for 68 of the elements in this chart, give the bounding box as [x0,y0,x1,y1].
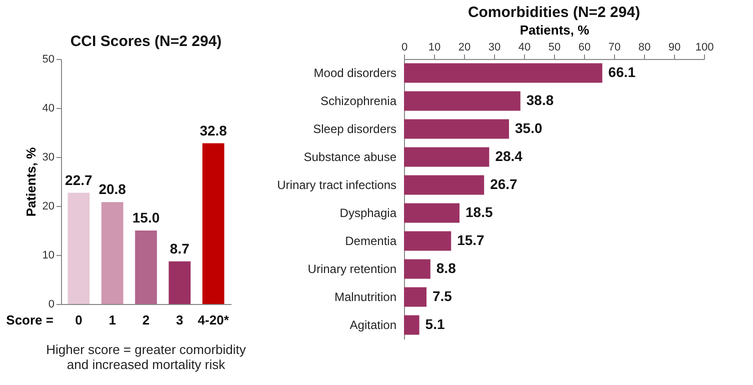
y-axis-title: Patients, % [23,146,38,217]
y-tick-label: Dysphagia [340,206,397,220]
data-label: 26.7 [490,176,518,192]
x-tick-label: 60 [578,42,591,54]
bar [68,192,90,304]
data-label: 15.7 [457,232,485,248]
data-label: 18.5 [466,204,493,220]
y-tick-label: 10 [42,250,54,262]
y-tick-label: 30 [42,152,54,164]
data-label: 35.0 [515,120,542,136]
data-label: 22.7 [65,172,93,188]
x-tick-label: 30 [488,42,501,54]
y-tick-label: Urinary retention [308,262,396,276]
bar [404,315,420,335]
y-tick-label: Agitation [350,318,396,332]
y-tick-label: Schizophrenia [320,94,397,108]
x-tick-label: 4-20* [198,312,230,328]
x-axis-title: Patients, % [520,22,590,38]
data-label: 66.1 [608,64,636,80]
x-tick-label: 0 [75,312,82,328]
y-tick-label: Dementia [345,234,397,248]
bar [404,147,490,167]
x-tick-label: 3 [176,312,184,328]
bar [202,143,224,304]
y-tick-label: Sleep disorders [313,122,396,136]
y-tick-label: 0 [48,298,54,310]
data-label: 7.5 [432,288,452,304]
y-tick-label: Substance abuse [304,150,397,164]
bar [404,287,426,307]
bar [404,91,520,111]
data-label: 8.8 [436,260,456,276]
y-tick-label: Mood disorders [314,66,396,80]
data-label: 8.7 [170,240,190,256]
bar [404,63,602,83]
x-tick-label: 90 [668,42,681,54]
x-tick-label: 1 [108,312,116,328]
bar [404,231,452,251]
data-label: 5.1 [425,316,445,332]
x-tick-label: 40 [518,42,531,54]
data-label: 20.8 [98,181,126,198]
x-tick-label: 50 [548,42,561,54]
y-tick-label: 40 [42,102,54,114]
x-tick-label: 20 [458,42,471,54]
data-label: 38.8 [526,92,554,108]
chart-title: Comorbidities (N=2 294) [468,4,640,21]
bar [101,202,124,304]
x-tick-label: 100 [695,42,714,54]
x-tick-label: 10 [428,42,441,54]
x-tick-label: 80 [638,42,651,54]
x-tick-label: 2 [142,312,150,328]
x-tick-label: 70 [608,42,621,54]
x-axis-title: Score = [6,312,54,328]
bar [404,203,460,223]
text: Higher score = greater comorbidity and increased mortality risk [46,342,246,372]
y-tick-label: 50 [42,54,54,66]
y-tick-label: 20 [42,200,54,212]
chart-title: CCI Scores (N=2 294) [70,33,222,50]
bar [135,230,157,304]
bar [404,119,509,139]
data-label: 32.8 [200,122,228,138]
y-tick-label: Urinary tract infections [277,178,396,192]
data-label: 15.0 [132,210,160,226]
y-tick-label: Malnutrition [334,290,396,304]
bar [168,261,191,304]
bar [404,175,484,195]
x-tick-label: 0 [401,42,408,54]
data-label: 28.4 [495,148,523,164]
bar [404,259,430,279]
